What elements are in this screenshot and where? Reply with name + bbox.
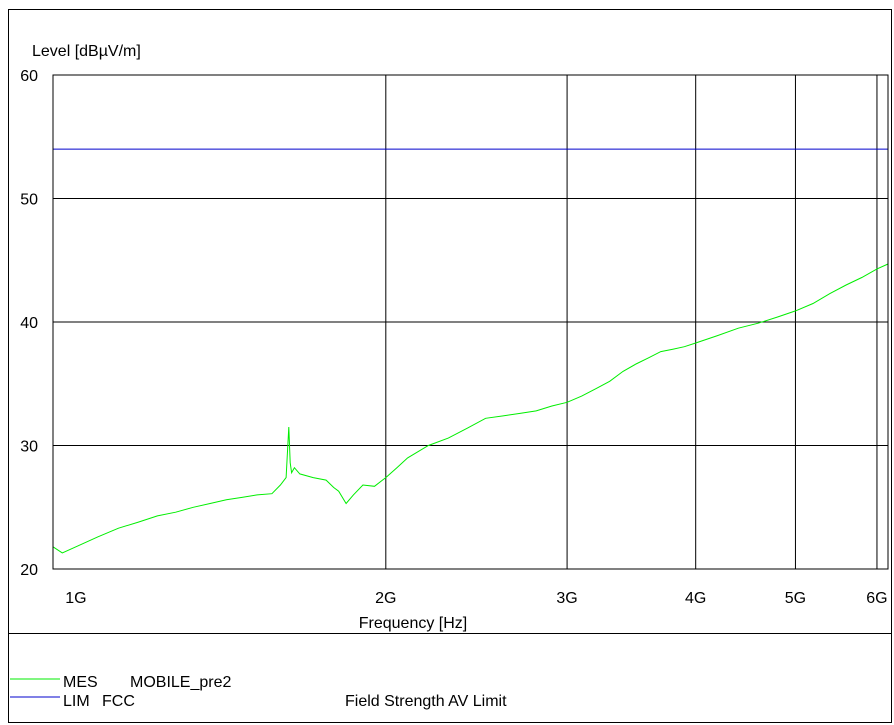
legend-name-lim: FCC — [102, 693, 135, 710]
series-layer — [52, 148, 889, 554]
x-tick-label: 3G — [556, 590, 577, 607]
y-tick-labels: 20 30 40 50 60 — [20, 68, 38, 579]
y-tick-label: 30 — [20, 439, 38, 456]
line-chart: Level [dBµV/m] 20 30 40 50 60 1G 2G 3G 4G 5G 6G F… — [20, 43, 889, 632]
x-axis-label: Frequency [Hz] — [359, 615, 467, 632]
legend-code-mes: MES — [63, 674, 98, 691]
x-tick-labels: 1G 2G 3G 4G 5G 6G — [65, 590, 887, 607]
y-axis-label: Level [dBµV/m] — [32, 43, 141, 60]
legend-swatch-lim — [10, 696, 60, 698]
y-tick-label: 40 — [20, 315, 38, 332]
y-tick-label: 20 — [20, 562, 38, 579]
y-tick-label: 60 — [20, 68, 38, 85]
legend-swatch-mes — [10, 678, 60, 680]
x-tick-label: 5G — [785, 590, 806, 607]
plot-area-border — [52, 74, 889, 570]
x-tick-label: 6G — [866, 590, 887, 607]
grid — [53, 75, 888, 569]
legend-code-lim: LIM — [63, 693, 90, 710]
x-tick-label: 1G — [65, 590, 86, 607]
legend-separator — [8, 633, 892, 634]
series-line-mes — [52, 263, 889, 554]
legend-name-mes: MOBILE_pre2 — [130, 674, 232, 691]
x-tick-label: 2G — [375, 590, 396, 607]
x-tick-label: 4G — [685, 590, 706, 607]
chart-frame — [8, 9, 892, 723]
y-tick-label: 50 — [20, 192, 38, 209]
legend-desc-lim: Field Strength AV Limit — [345, 693, 507, 710]
